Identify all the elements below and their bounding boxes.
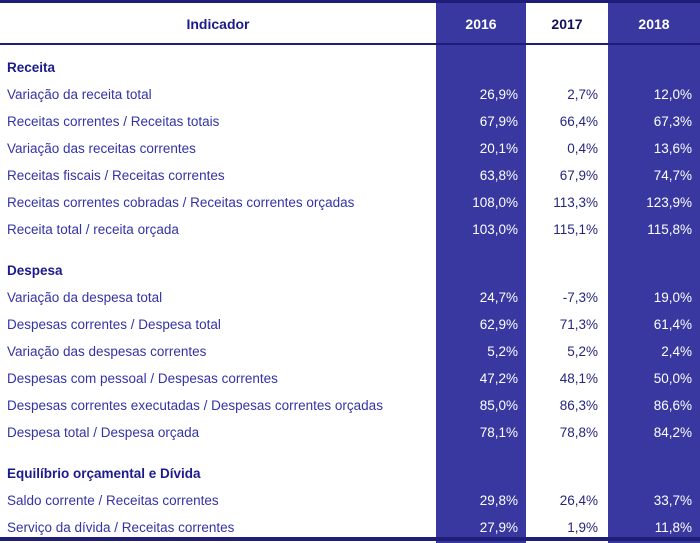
value-2017: 66,4% <box>559 114 598 129</box>
value-2016: 85,0% <box>479 398 518 413</box>
value-2017: 26,4% <box>559 493 598 508</box>
value-2017: 48,1% <box>559 371 598 386</box>
value-2018: 11,8% <box>654 520 692 535</box>
value-2017: 0,4% <box>567 141 598 156</box>
value-2018: 86,6% <box>653 398 692 413</box>
column-header-2017: 2017 <box>551 15 583 32</box>
bottom-rule <box>0 537 700 541</box>
section-title: Receita <box>7 60 56 75</box>
value-2018: 115,8% <box>647 222 692 237</box>
indicator-label: Saldo corrente / Receitas correntes <box>7 493 219 508</box>
value-2018: 12,0% <box>653 87 692 102</box>
value-2016: 47,2% <box>479 371 518 386</box>
value-2016: 62,9% <box>479 317 518 332</box>
value-2016: 20,1% <box>479 141 518 156</box>
value-2017: 86,3% <box>559 398 598 413</box>
value-2018: 74,7% <box>653 168 692 183</box>
value-2016: 78,1% <box>479 425 518 440</box>
column-header-2018: 2018 <box>638 15 670 32</box>
value-2017: 78,8% <box>559 425 598 440</box>
value-2017: 2,7% <box>567 87 598 102</box>
indicator-label: Despesas correntes / Despesa total <box>7 317 221 332</box>
value-2018: 123,9% <box>646 195 692 210</box>
section-spacer <box>0 243 700 257</box>
indicator-label: Serviço da dívida / Receitas correntes <box>7 520 235 535</box>
indicator-label: Receitas fiscais / Receitas correntes <box>7 168 225 183</box>
value-2018: 13,6% <box>653 141 692 156</box>
value-2017: -7,3% <box>562 290 598 305</box>
value-2016: 67,9% <box>479 114 518 129</box>
indicator-label: Variação da receita total <box>7 87 152 102</box>
value-2016: 26,9% <box>479 87 518 102</box>
section-spacer <box>0 446 700 460</box>
indicator-label: Variação da despesa total <box>7 290 163 305</box>
indicator-label: Receitas correntes / Receitas totais <box>7 114 220 129</box>
value-2016: 27,9% <box>479 520 518 535</box>
column-header-2016: 2016 <box>465 15 497 32</box>
value-2016: 24,7% <box>479 290 518 305</box>
value-2016: 63,8% <box>479 168 518 183</box>
top-rule <box>0 0 700 3</box>
value-2018: 2,4% <box>661 344 692 359</box>
value-2017: 5,2% <box>567 344 598 359</box>
year-2016-column-stripe <box>436 0 526 543</box>
indicator-label: Receita total / receita orçada <box>7 222 179 237</box>
value-2018: 19,0% <box>653 290 692 305</box>
column-header-indicator: Indicador <box>186 15 250 32</box>
indicator-label: Variação das despesas correntes <box>7 344 207 359</box>
value-2016: 108,0% <box>472 195 518 210</box>
value-2016: 29,8% <box>479 493 518 508</box>
value-2018: 84,2% <box>653 425 692 440</box>
indicator-label: Receitas correntes cobradas / Receitas c… <box>7 195 355 210</box>
section-title: Despesa <box>7 263 63 278</box>
year-2018-column-stripe <box>608 0 700 543</box>
value-2018: 50,0% <box>653 371 692 386</box>
value-2018: 33,7% <box>653 493 692 508</box>
value-2016: 103,0% <box>472 222 518 237</box>
indicator-label: Variação das receitas correntes <box>7 141 196 156</box>
value-2017: 71,3% <box>559 317 598 332</box>
indicator-label: Despesa total / Despesa orçada <box>7 425 200 440</box>
value-2018: 61,4% <box>653 317 692 332</box>
value-2016: 5,2% <box>487 344 518 359</box>
body-top-padding <box>0 45 700 54</box>
value-2018: 67,3% <box>653 114 692 129</box>
header-divider-rule <box>0 43 700 45</box>
section-title: Equilíbrio orçamental e Dívida <box>7 466 201 481</box>
value-2017: 115,1% <box>553 222 598 237</box>
value-2017: 1,9% <box>567 520 598 535</box>
indicator-label: Despesas correntes executadas / Despesas… <box>7 398 383 413</box>
indicator-label: Despesas com pessoal / Despesas corrente… <box>7 371 278 386</box>
value-2017: 113,3% <box>553 195 598 210</box>
value-2017: 67,9% <box>559 168 598 183</box>
